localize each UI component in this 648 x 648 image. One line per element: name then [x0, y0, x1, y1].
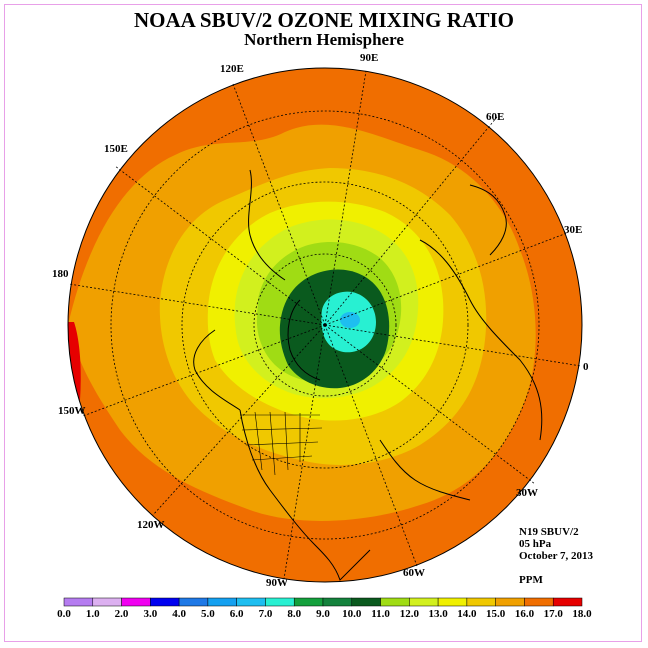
colorbar-swatch	[236, 597, 266, 607]
colorbar-swatch	[293, 597, 324, 607]
colorbar-swatch	[265, 597, 295, 607]
colorbar-tick-label: 10.0	[342, 608, 362, 620]
colorbar-swatch	[524, 597, 554, 607]
colorbar-tick-label: 4.0	[172, 608, 186, 620]
colorbar-swatch	[121, 597, 151, 607]
asia-coast	[469, 184, 507, 256]
colorbar-tick-label: 5.0	[201, 608, 215, 620]
atlantic-coast	[379, 439, 471, 501]
lon-label: 90W	[266, 577, 288, 589]
colorbar-swatch	[92, 597, 122, 607]
satellite-label: N19 SBUV/2	[519, 526, 579, 538]
colorbar-tick-label: 0.0	[57, 608, 71, 620]
colorbar-swatch	[351, 597, 381, 607]
lon-label: 90E	[360, 52, 378, 64]
colorbar-tick-label: 6.0	[230, 608, 244, 620]
colorbar-swatch	[150, 597, 180, 607]
colorbar-tick-label: 13.0	[428, 608, 448, 620]
colorbar-tick-label: 15.0	[486, 608, 506, 620]
colorbar-tick-label: 1.0	[86, 608, 100, 620]
europe-coast	[419, 239, 543, 441]
map-border	[67, 67, 583, 583]
colorbar-swatch	[409, 597, 439, 607]
siberia-coast	[248, 169, 286, 281]
colorbar-tick-label: 11.0	[371, 608, 390, 620]
colorbar-swatch	[552, 597, 583, 607]
colorbar-swatch	[495, 597, 525, 607]
lon-label: 150E	[104, 143, 128, 155]
colorbar-tick-label: 12.0	[400, 608, 420, 620]
lon-label: 150W	[58, 405, 86, 417]
colorbar-swatch	[207, 597, 237, 607]
colorbar-tick-label: 18.0	[572, 608, 592, 620]
lon-label: 180	[52, 268, 69, 280]
map-title: NOAA SBUV/2 OZONE MIXING RATIO	[134, 8, 514, 32]
lon-label: 60E	[486, 111, 504, 123]
colorbar-swatch	[63, 597, 94, 607]
colorbar	[63, 597, 583, 607]
contour-7	[340, 312, 360, 328]
figure-frame	[4, 4, 642, 642]
colorbar-swatch	[380, 597, 410, 607]
colorbar-tick-label: 14.0	[457, 608, 477, 620]
colorbar-tick-label: 3.0	[143, 608, 157, 620]
colorbar-tick-label: 9.0	[316, 608, 330, 620]
units-label: PPM	[519, 574, 543, 586]
colorbar-tick-label: 7.0	[259, 608, 273, 620]
colorbar-swatch	[322, 597, 353, 607]
colorbar-tick-label: 17.0	[544, 608, 564, 620]
longitude-labels: 90E 60E 30E 0 30W 60W 90W 120W 150W 180 …	[52, 52, 589, 589]
graticule	[68, 70, 582, 580]
greenland-coast	[287, 299, 321, 381]
pressure-level: 05 hPa	[519, 538, 552, 550]
lon-label: 120E	[220, 63, 244, 75]
lon-label: 0	[583, 361, 589, 373]
info-panel: N19 SBUV/2 05 hPa October 7, 2013	[519, 526, 593, 562]
colorbar-tick-label: 2.0	[115, 608, 129, 620]
us-state-borders	[240, 411, 323, 476]
lon-label: 30W	[516, 487, 538, 499]
colorbar-tick-label: 8.0	[287, 608, 301, 620]
colorbar-tick-label: 16.0	[515, 608, 535, 620]
lon-label: 60W	[403, 567, 425, 579]
map-subtitle: Northern Hemisphere	[244, 30, 404, 49]
coastlines	[193, 169, 543, 581]
lon-label: 30E	[564, 224, 582, 236]
colorbar-labels: 0.0 1.0 2.0 3.0 4.0 5.0 6.0 7.0 8.0 9.0 10.0 11.0 12…	[57, 608, 592, 620]
north-america-coast	[193, 329, 371, 581]
date-label: October 7, 2013	[519, 550, 594, 562]
colorbar-swatch	[466, 597, 496, 607]
colorbar-swatch	[178, 597, 209, 607]
colorbar-swatch	[437, 597, 468, 607]
lon-label: 120W	[137, 519, 165, 531]
